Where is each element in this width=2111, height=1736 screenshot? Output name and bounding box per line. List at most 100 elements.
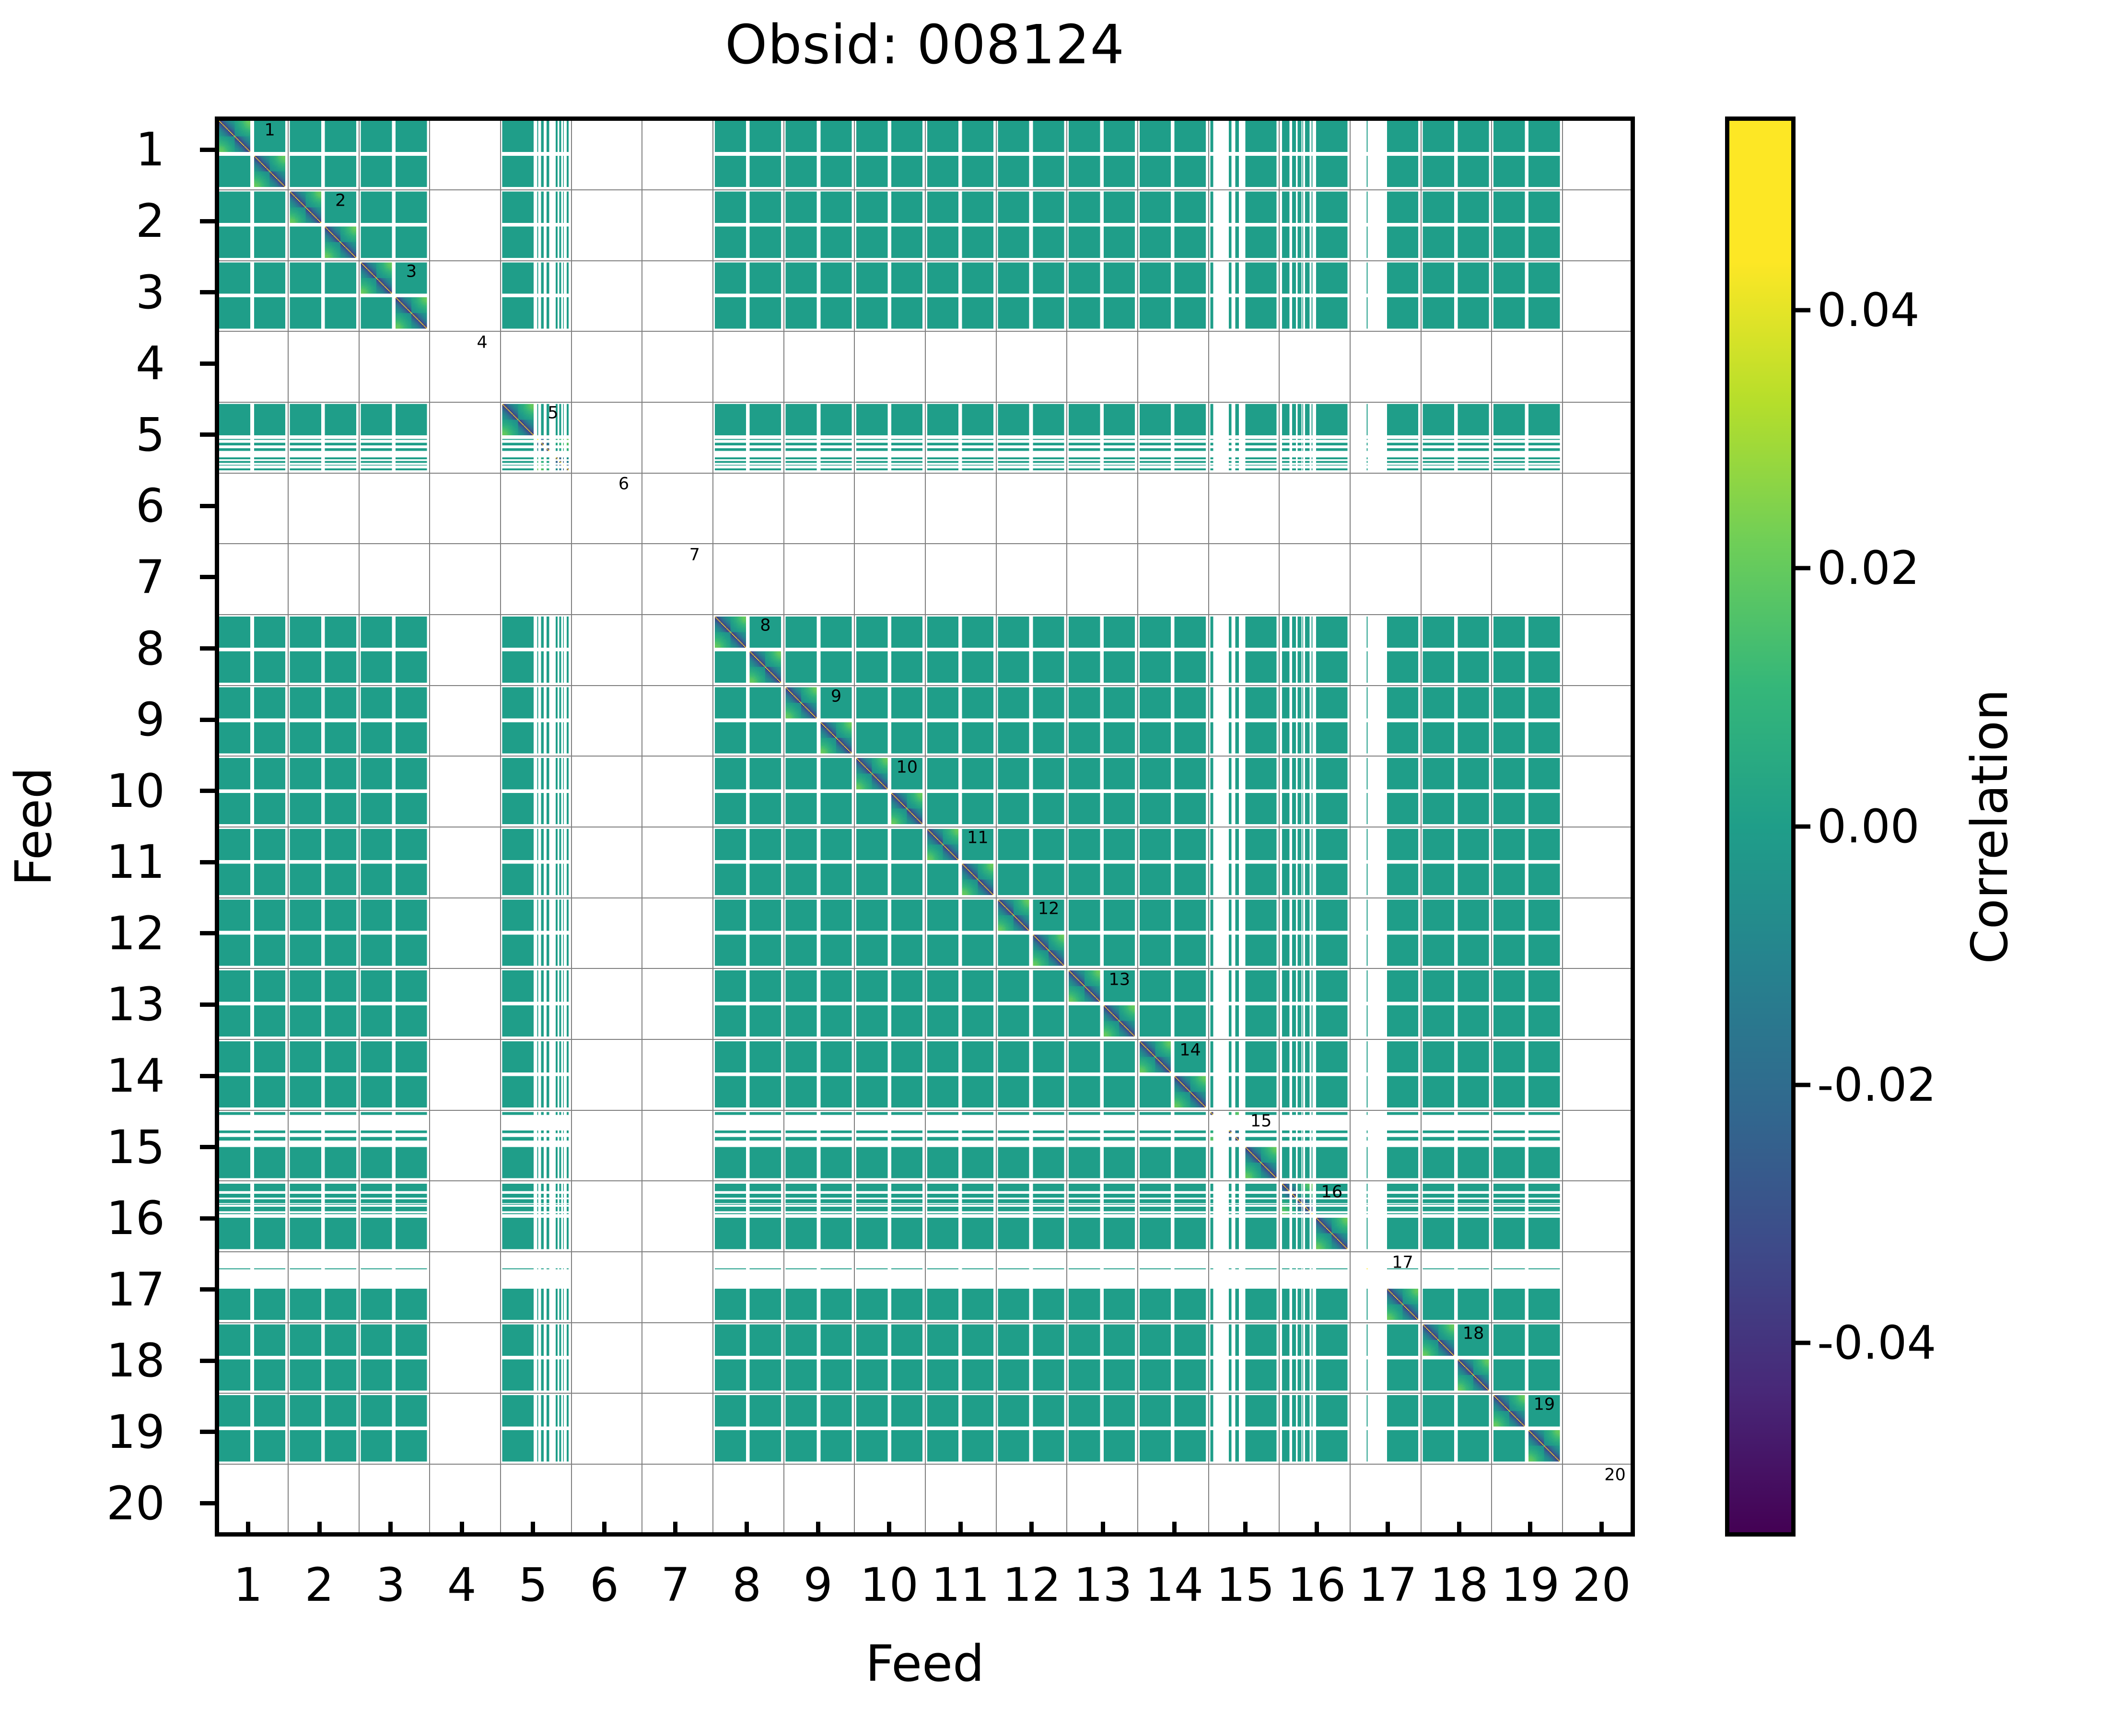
x-ticklabel-2: 2 bbox=[304, 1558, 334, 1612]
x-tick-13 bbox=[1100, 1522, 1105, 1537]
y-axis-ticklabels: 1 2 3 4 5 6 7 8 9 10 11 12 13 14 15 16 17 18 19 20 bbox=[0, 117, 194, 1537]
y-tick-4 bbox=[200, 361, 215, 366]
y-ticklabel-15: 15 bbox=[106, 1120, 165, 1174]
x-tick-18 bbox=[1457, 1522, 1461, 1537]
colorbar-ticklabel-3: -0.02 bbox=[1817, 1058, 1936, 1112]
x-ticklabel-16: 16 bbox=[1287, 1558, 1346, 1612]
x-tick-1 bbox=[245, 1522, 250, 1537]
colorbar-gradient bbox=[1729, 121, 1791, 1532]
y-ticklabel-9: 9 bbox=[135, 693, 165, 747]
y-ticklabel-8: 8 bbox=[135, 621, 165, 676]
gridline-vertical bbox=[1420, 121, 1422, 1532]
gridline-horizontal bbox=[219, 1322, 1631, 1323]
colorbar-tick-2 bbox=[1796, 824, 1810, 829]
gridline-horizontal bbox=[219, 1180, 1631, 1182]
colorbar-tick-4 bbox=[1796, 1340, 1810, 1345]
gridline-horizontal bbox=[219, 1039, 1631, 1040]
y-tick-10 bbox=[200, 789, 215, 793]
x-ticklabel-1: 1 bbox=[233, 1558, 263, 1612]
gridline-vertical bbox=[1279, 121, 1280, 1532]
x-ticklabel-15: 15 bbox=[1216, 1558, 1275, 1612]
y-tick-16 bbox=[200, 1216, 215, 1221]
gridline-horizontal bbox=[219, 1109, 1631, 1111]
y-tick-15 bbox=[200, 1145, 215, 1150]
x-ticklabel-19: 19 bbox=[1501, 1558, 1560, 1612]
gridline-vertical bbox=[1491, 121, 1493, 1532]
gridline-vertical bbox=[1208, 121, 1209, 1532]
x-ticklabel-13: 13 bbox=[1073, 1558, 1132, 1612]
x-tick-19 bbox=[1528, 1522, 1533, 1537]
x-tick-5 bbox=[531, 1522, 536, 1537]
y-tick-12 bbox=[200, 931, 215, 936]
gridline-vertical bbox=[1066, 121, 1068, 1532]
x-ticklabel-4: 4 bbox=[447, 1558, 477, 1612]
x-axis-title: Feed bbox=[865, 1634, 985, 1693]
y-ticklabel-10: 10 bbox=[106, 764, 165, 818]
gridline-horizontal bbox=[219, 968, 1631, 969]
colorbar-ticklabel-4: -0.04 bbox=[1817, 1316, 1936, 1370]
x-ticklabel-20: 20 bbox=[1572, 1558, 1631, 1612]
x-tick-20 bbox=[1599, 1522, 1604, 1537]
gridline-horizontal bbox=[219, 1393, 1631, 1394]
gridline-vertical bbox=[1350, 121, 1351, 1532]
y-tick-9 bbox=[200, 717, 215, 722]
y-ticklabel-5: 5 bbox=[135, 408, 165, 462]
y-tick-3 bbox=[200, 290, 215, 295]
x-tick-6 bbox=[602, 1522, 606, 1537]
x-ticklabel-12: 12 bbox=[1002, 1558, 1061, 1612]
x-ticklabel-8: 8 bbox=[732, 1558, 762, 1612]
y-tick-17 bbox=[200, 1287, 215, 1292]
x-tick-4 bbox=[459, 1522, 464, 1537]
y-tick-8 bbox=[200, 646, 215, 651]
x-tick-2 bbox=[317, 1522, 322, 1537]
colorbar-tick-0 bbox=[1796, 308, 1810, 313]
colorbar-ticklabel-2: 0.00 bbox=[1817, 800, 1920, 853]
y-ticklabel-16: 16 bbox=[106, 1191, 165, 1246]
colorbar bbox=[1725, 117, 1796, 1537]
x-ticklabel-18: 18 bbox=[1430, 1558, 1489, 1612]
y-tick-13 bbox=[200, 1002, 215, 1007]
correlation-matrix-axes[interactable]: 1 2 3 4 5 6 7 8 9 10 11 12 13 14 15 16 17 18 19 20 bbox=[215, 117, 1635, 1537]
y-ticklabel-14: 14 bbox=[106, 1049, 165, 1103]
y-ticklabel-1: 1 bbox=[135, 123, 165, 177]
y-tick-5 bbox=[200, 432, 215, 437]
x-tick-10 bbox=[887, 1522, 892, 1537]
x-tick-7 bbox=[673, 1522, 678, 1537]
x-ticklabel-14: 14 bbox=[1144, 1558, 1204, 1612]
y-tick-19 bbox=[200, 1430, 215, 1434]
x-tick-3 bbox=[388, 1522, 393, 1537]
gridline-vertical bbox=[1137, 121, 1139, 1532]
colorbar-title: Correlation bbox=[1960, 689, 2019, 964]
y-ticklabel-4: 4 bbox=[135, 337, 165, 391]
x-ticklabel-10: 10 bbox=[860, 1558, 919, 1612]
y-ticklabel-19: 19 bbox=[106, 1405, 165, 1459]
gridline-horizontal bbox=[219, 1464, 1631, 1465]
x-tick-16 bbox=[1314, 1522, 1319, 1537]
y-tick-14 bbox=[200, 1073, 215, 1078]
x-tick-14 bbox=[1172, 1522, 1177, 1537]
colorbar-ticklabel-1: 0.02 bbox=[1817, 541, 1920, 595]
x-tick-8 bbox=[745, 1522, 749, 1537]
x-ticklabel-17: 17 bbox=[1358, 1558, 1417, 1612]
x-tick-12 bbox=[1029, 1522, 1034, 1537]
y-tick-1 bbox=[200, 147, 215, 152]
x-tick-17 bbox=[1386, 1522, 1390, 1537]
x-ticklabel-6: 6 bbox=[589, 1558, 619, 1612]
colorbar-tick-1 bbox=[1796, 566, 1810, 571]
x-tick-15 bbox=[1243, 1522, 1248, 1537]
x-ticklabel-3: 3 bbox=[376, 1558, 406, 1612]
y-tick-11 bbox=[200, 860, 215, 864]
y-ticklabel-2: 2 bbox=[135, 194, 165, 248]
y-ticklabel-20: 20 bbox=[106, 1476, 165, 1530]
y-axis-title: Feed bbox=[4, 767, 63, 886]
y-ticklabel-3: 3 bbox=[135, 265, 165, 319]
gridline-vertical bbox=[995, 121, 997, 1532]
x-tick-9 bbox=[816, 1522, 820, 1537]
y-tick-2 bbox=[200, 219, 215, 223]
y-ticklabel-11: 11 bbox=[106, 835, 165, 889]
gridline-horizontal bbox=[219, 1251, 1631, 1253]
y-tick-6 bbox=[200, 503, 215, 508]
y-ticklabel-13: 13 bbox=[106, 978, 165, 1032]
colorbar-tick-3 bbox=[1796, 1083, 1810, 1087]
